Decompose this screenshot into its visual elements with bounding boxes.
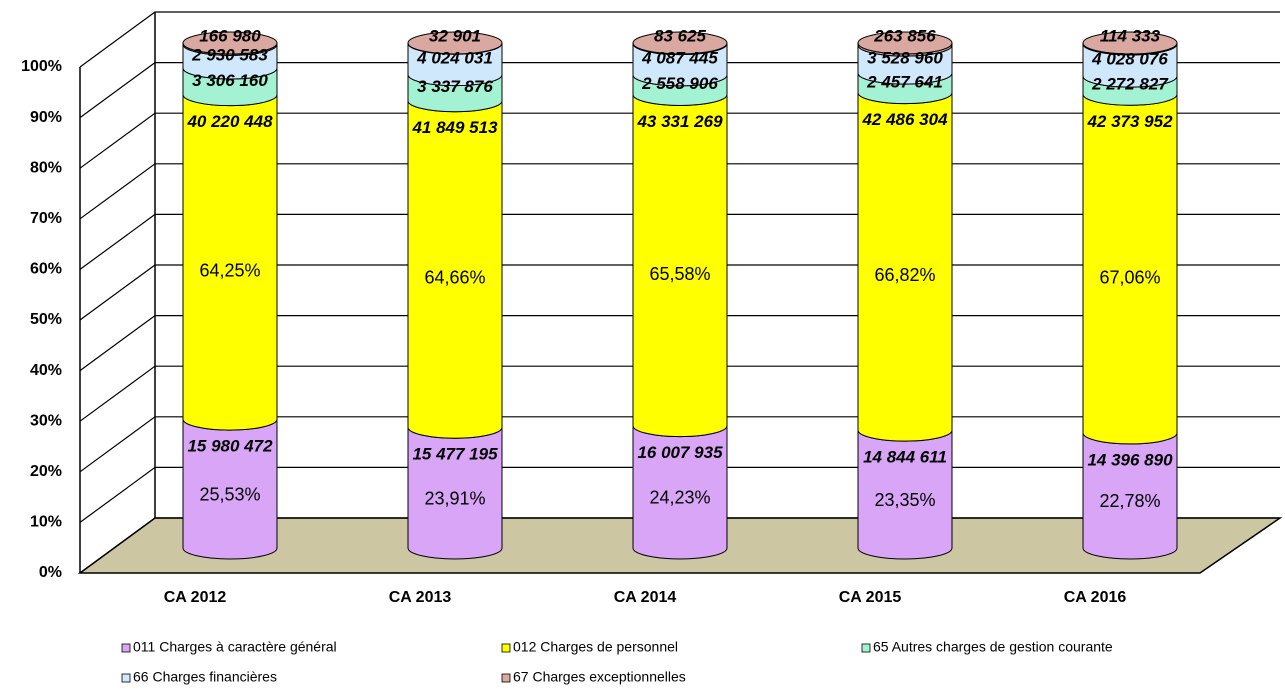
percent-label: 66,82% bbox=[874, 265, 935, 285]
legend-swatch bbox=[501, 643, 511, 653]
percent-label: 65,58% bbox=[649, 264, 710, 284]
percent-label: 23,91% bbox=[424, 488, 485, 508]
y-tick-label: 20% bbox=[30, 463, 62, 480]
legend-swatch bbox=[501, 673, 511, 683]
value-label: 43 331 269 bbox=[636, 112, 723, 131]
y-tick-label: 40% bbox=[30, 362, 62, 379]
legend-swatch bbox=[121, 673, 131, 683]
value-label: 15 477 195 bbox=[412, 445, 498, 464]
x-tick-label: CA 2014 bbox=[614, 589, 677, 606]
percent-label: 64,25% bbox=[199, 261, 260, 281]
grid-line bbox=[79, 11, 1280, 68]
legend-swatch bbox=[861, 643, 871, 653]
value-label: 32 901 bbox=[429, 26, 481, 45]
value-label: 2 272 827 bbox=[1091, 75, 1169, 94]
x-tick-label: CA 2013 bbox=[389, 589, 452, 606]
value-label: 263 856 bbox=[873, 26, 936, 45]
value-label: 16 007 935 bbox=[637, 443, 723, 462]
y-tick-label: 70% bbox=[30, 210, 62, 227]
cylinder-top bbox=[632, 31, 728, 55]
y-tick-label: 10% bbox=[30, 514, 62, 531]
percent-label: 23,35% bbox=[874, 490, 935, 510]
legend-label: 011 Charges à caractère général bbox=[133, 639, 337, 655]
percent-label: 22,78% bbox=[1099, 491, 1160, 511]
legend-label: 67 Charges exceptionnelles bbox=[513, 669, 686, 685]
percent-label: 24,23% bbox=[649, 488, 710, 508]
y-tick-label: 50% bbox=[30, 311, 62, 328]
percent-label: 64,66% bbox=[424, 268, 485, 288]
legend-label: 65 Autres charges de gestion courante bbox=[873, 639, 1113, 655]
cylinder-top bbox=[182, 31, 278, 55]
value-label: 4 087 445 bbox=[641, 49, 718, 68]
value-label: 4 028 076 bbox=[1091, 49, 1168, 68]
cylinder-top bbox=[407, 31, 503, 55]
value-label: 3 337 876 bbox=[417, 77, 493, 96]
value-label: 42 373 952 bbox=[1086, 112, 1173, 131]
value-label: 14 844 611 bbox=[863, 448, 947, 467]
x-tick-label: CA 2012 bbox=[164, 589, 227, 606]
y-tick-label: 90% bbox=[30, 109, 62, 126]
value-label: 41 849 513 bbox=[411, 118, 498, 137]
value-label: 40 220 448 bbox=[186, 112, 273, 131]
value-label: 114 333 bbox=[1100, 26, 1161, 45]
legend-swatch bbox=[121, 643, 131, 653]
value-label: 2 457 641 bbox=[866, 72, 943, 91]
value-label: 3 528 960 bbox=[867, 49, 943, 68]
percent-label: 25,53% bbox=[199, 484, 260, 504]
value-label: 2 558 906 bbox=[641, 74, 718, 93]
value-label: 42 486 304 bbox=[861, 110, 948, 129]
x-tick-label: CA 2015 bbox=[839, 589, 902, 606]
value-label: 4 024 031 bbox=[416, 48, 493, 67]
y-tick-label: 0% bbox=[39, 564, 62, 581]
value-label: 166 980 bbox=[199, 26, 261, 45]
y-tick-label: 100% bbox=[21, 58, 62, 75]
cylinder-top bbox=[857, 31, 953, 55]
value-label: 15 980 472 bbox=[187, 437, 273, 456]
x-tick-label: CA 2016 bbox=[1064, 589, 1127, 606]
y-tick-label: 80% bbox=[30, 159, 62, 176]
legend-label: 66 Charges financières bbox=[133, 669, 277, 685]
y-tick-label: 60% bbox=[30, 261, 62, 278]
cylinder-top bbox=[1082, 31, 1178, 55]
value-label: 83 625 bbox=[654, 26, 707, 45]
value-label: 3 306 160 bbox=[192, 71, 268, 90]
y-tick-label: 30% bbox=[30, 412, 62, 429]
legend-label: 012 Charges de personnel bbox=[513, 639, 678, 655]
percent-label: 67,06% bbox=[1099, 267, 1160, 287]
value-label: 2 930 583 bbox=[191, 46, 268, 65]
value-label: 14 396 890 bbox=[1087, 450, 1173, 469]
